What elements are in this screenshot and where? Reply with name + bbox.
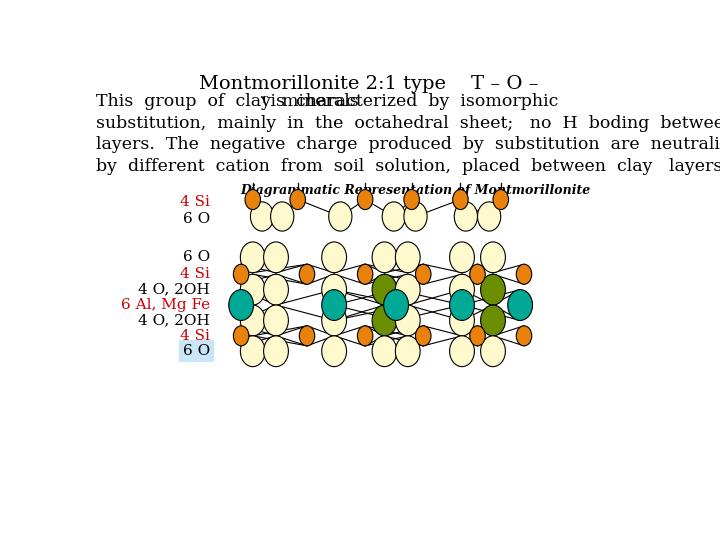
Ellipse shape [300, 264, 315, 284]
Text: 4 Si: 4 Si [180, 329, 210, 343]
Ellipse shape [508, 289, 533, 320]
Ellipse shape [322, 242, 346, 273]
Ellipse shape [264, 336, 289, 367]
Ellipse shape [240, 242, 265, 273]
Text: This  group  of  clay  minerals: This group of clay minerals [96, 93, 359, 110]
Ellipse shape [449, 274, 474, 305]
Ellipse shape [395, 242, 420, 273]
Ellipse shape [415, 326, 431, 346]
Text: Montmorillonite 2:1 type    T – O –: Montmorillonite 2:1 type T – O – [199, 75, 539, 93]
Ellipse shape [493, 190, 508, 210]
Text: layers.  The  negative  charge  produced  by  substitution  are  neutralized: layers. The negative charge produced by … [96, 137, 720, 153]
Ellipse shape [240, 305, 265, 336]
Ellipse shape [300, 326, 315, 346]
Ellipse shape [384, 289, 408, 320]
Ellipse shape [372, 305, 397, 336]
Text: substitution,  mainly  in  the  octahedral  sheet;   no  H  boding  between: substitution, mainly in the octahedral s… [96, 115, 720, 132]
Text: 6 Al, Mg Fe: 6 Al, Mg Fe [121, 298, 210, 312]
Ellipse shape [233, 326, 249, 346]
Ellipse shape [481, 305, 505, 336]
Ellipse shape [449, 289, 474, 320]
Ellipse shape [245, 190, 261, 210]
Ellipse shape [382, 202, 405, 231]
Ellipse shape [329, 202, 352, 231]
Ellipse shape [395, 274, 420, 305]
Text: Diagrammatic Representation of Montmorillonite: Diagrammatic Representation of Montmoril… [240, 184, 590, 197]
Ellipse shape [477, 202, 500, 231]
Ellipse shape [453, 190, 468, 210]
Text: by  different  cation  from  soil  solution,  placed  between  clay   layers: by different cation from soil solution, … [96, 158, 720, 175]
Text: 4 O, 2OH: 4 O, 2OH [138, 313, 210, 327]
Ellipse shape [357, 326, 373, 346]
Text: 4 Si: 4 Si [180, 195, 210, 209]
Ellipse shape [229, 289, 253, 320]
Ellipse shape [395, 305, 420, 336]
Ellipse shape [481, 274, 505, 305]
Ellipse shape [264, 274, 289, 305]
Ellipse shape [357, 264, 373, 284]
Ellipse shape [372, 336, 397, 367]
Ellipse shape [322, 336, 346, 367]
Ellipse shape [357, 190, 373, 210]
Ellipse shape [516, 264, 532, 284]
Ellipse shape [404, 202, 427, 231]
Ellipse shape [264, 242, 289, 273]
Ellipse shape [469, 326, 485, 346]
Ellipse shape [469, 264, 485, 284]
Ellipse shape [404, 190, 419, 210]
Ellipse shape [372, 274, 397, 305]
Text: 4 O, 2OH: 4 O, 2OH [138, 282, 210, 296]
Ellipse shape [454, 202, 477, 231]
Text: 4 Si: 4 Si [180, 267, 210, 281]
Ellipse shape [395, 336, 420, 367]
Ellipse shape [322, 289, 346, 320]
Ellipse shape [271, 202, 294, 231]
Text: is  characterized  by  isomorphic: is characterized by isomorphic [266, 93, 559, 110]
Ellipse shape [516, 326, 532, 346]
Ellipse shape [290, 190, 305, 210]
Ellipse shape [449, 242, 474, 273]
Ellipse shape [322, 274, 346, 305]
Ellipse shape [481, 242, 505, 273]
Ellipse shape [481, 336, 505, 367]
Ellipse shape [251, 202, 274, 231]
Ellipse shape [449, 305, 474, 336]
Ellipse shape [240, 274, 265, 305]
Ellipse shape [322, 305, 346, 336]
Ellipse shape [233, 264, 249, 284]
Text: T: T [261, 96, 268, 105]
Ellipse shape [449, 336, 474, 367]
Text: 6 O: 6 O [183, 344, 210, 358]
Ellipse shape [264, 305, 289, 336]
Text: 6 O: 6 O [183, 212, 210, 226]
Text: 6 O: 6 O [183, 251, 210, 264]
Ellipse shape [240, 336, 265, 367]
Ellipse shape [415, 264, 431, 284]
Ellipse shape [372, 242, 397, 273]
